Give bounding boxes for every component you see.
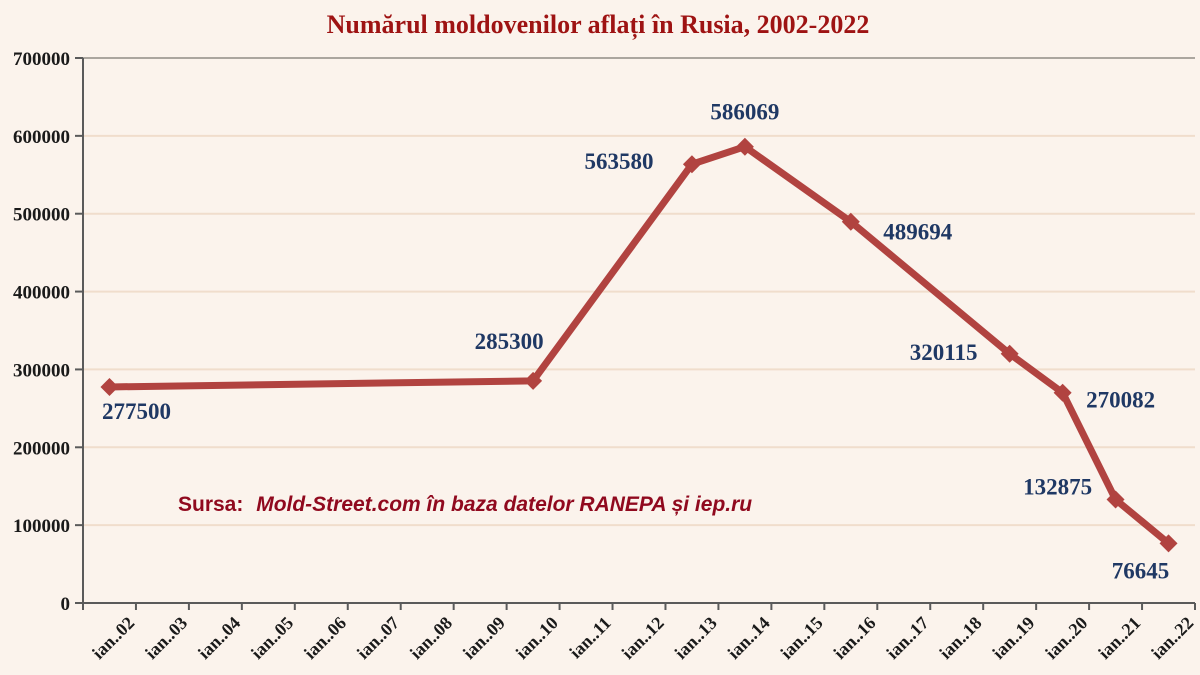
- data-point-label: 563580: [584, 149, 653, 174]
- x-axis-tick-label: ian..19: [988, 613, 1038, 663]
- data-point-label: 320115: [910, 340, 978, 365]
- y-axis-tick-label: 700000: [13, 49, 70, 70]
- y-axis-tick-label: 0: [61, 594, 71, 615]
- x-axis-tick-label: ian..03: [141, 613, 191, 663]
- x-axis-tick-label: ian..04: [194, 613, 244, 663]
- data-point-marker: [524, 371, 543, 390]
- x-axis-tick-label: ian..11: [565, 613, 615, 663]
- data-point-marker: [1053, 383, 1072, 402]
- x-axis-tick-label: ian..10: [512, 613, 562, 663]
- x-axis-tick-label: ian..21: [1094, 613, 1144, 663]
- data-point-marker: [682, 155, 701, 174]
- data-point-marker: [1106, 490, 1125, 509]
- x-axis-tick-label: ian..15: [776, 613, 826, 663]
- x-axis-tick-label: ian..02: [88, 613, 138, 663]
- x-axis-tick-label: ian..05: [247, 613, 297, 663]
- data-point-label: 270082: [1086, 388, 1155, 413]
- source-prefix: Sursa:: [178, 493, 243, 516]
- y-axis-tick-label: 300000: [13, 360, 70, 381]
- data-point-label: 489694: [883, 220, 953, 245]
- x-axis-tick-label: ian..14: [724, 613, 774, 663]
- x-axis-tick-label: ian..20: [1041, 613, 1091, 663]
- x-axis-tick-label: ian..17: [882, 613, 932, 663]
- y-axis-tick-label: 200000: [13, 438, 70, 459]
- y-axis-tick-label: 100000: [13, 516, 70, 537]
- data-point-marker: [1000, 344, 1019, 363]
- x-axis-tick-label: ian..18: [935, 613, 985, 663]
- data-point-label: 277500: [102, 399, 171, 424]
- y-axis-tick-label: 500000: [13, 205, 70, 226]
- x-axis-tick-label: ian..09: [459, 613, 509, 663]
- x-axis-tick-label: ian..07: [353, 613, 403, 663]
- data-point-label: 586069: [710, 100, 779, 125]
- data-point-marker: [100, 377, 119, 396]
- data-point-marker: [841, 212, 860, 231]
- x-axis-tick-label: ian..12: [618, 613, 668, 663]
- data-point-label: 285300: [475, 329, 544, 354]
- x-axis-tick-label: ian..13: [671, 613, 721, 663]
- x-axis-tick-label: ian..08: [406, 613, 456, 663]
- data-point-label: 76645: [1112, 558, 1170, 583]
- x-axis-tick-label: ian..22: [1147, 613, 1197, 663]
- source-note: Sursa: Mold-Street.com în baza datelor R…: [178, 493, 752, 516]
- y-axis-tick-label: 400000: [13, 283, 70, 304]
- source-text: Mold-Street.com în baza datelor RANEPA ș…: [256, 493, 752, 516]
- x-axis-tick-label: ian..16: [829, 613, 879, 663]
- data-point-marker: [735, 137, 754, 156]
- y-axis-tick-label: 600000: [13, 127, 70, 148]
- x-axis-tick-label: ian..06: [300, 613, 350, 663]
- chart-title: Numărul moldovenilor aflați în Rusia, 20…: [327, 10, 870, 40]
- data-point-label: 132875: [1023, 475, 1092, 500]
- data-point-marker: [1159, 534, 1178, 553]
